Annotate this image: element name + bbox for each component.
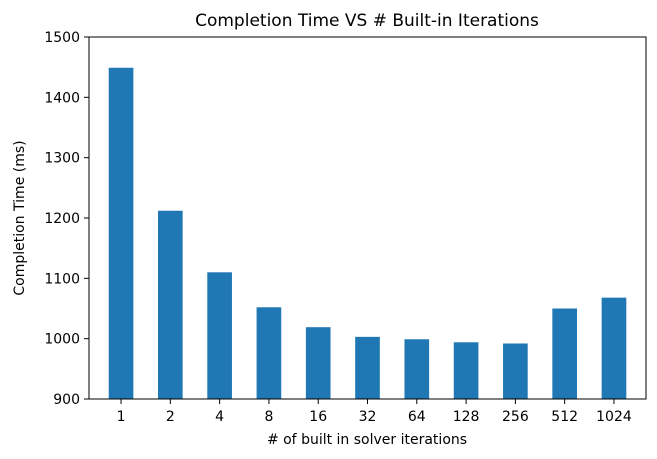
bar-1 xyxy=(108,67,134,400)
x-tick-label: 1 xyxy=(117,409,126,425)
chart-title: Completion Time VS # Built-in Iterations xyxy=(195,11,539,31)
bar-512 xyxy=(552,308,577,399)
bar-64 xyxy=(404,339,430,399)
y-tick-label: 1200 xyxy=(44,211,80,227)
x-tick-label: 128 xyxy=(453,409,480,425)
bar-1024 xyxy=(601,297,627,399)
bar-32 xyxy=(355,336,380,399)
y-tick-label: 1400 xyxy=(44,90,80,106)
bar-4 xyxy=(207,272,232,399)
plot-frame xyxy=(88,36,647,400)
y-tick-label: 1100 xyxy=(44,271,80,287)
bar-16 xyxy=(305,327,331,399)
bar-128 xyxy=(453,342,479,399)
y-tick-label: 1300 xyxy=(44,151,80,167)
y-axis-ticks: 900 1000 1100 1200 1300 1400 1500 xyxy=(44,30,89,408)
x-tick-label: 2 xyxy=(166,409,175,425)
x-tick-label: 512 xyxy=(551,409,578,425)
x-tick-label: 256 xyxy=(502,409,529,425)
x-tick-label: 8 xyxy=(264,409,273,425)
y-tick-label: 900 xyxy=(53,392,80,408)
bar-8 xyxy=(256,307,282,399)
x-tick-label: 16 xyxy=(309,409,327,425)
x-tick-label: 32 xyxy=(359,409,377,425)
bars-group xyxy=(108,67,627,400)
x-tick-label: 64 xyxy=(408,409,426,425)
y-tick-label: 1500 xyxy=(44,30,80,46)
x-tick-label: 1024 xyxy=(596,409,632,425)
bar-2 xyxy=(158,210,183,399)
x-axis-ticks: 1 2 4 8 16 32 64 128 256 512 1024 xyxy=(117,399,632,425)
y-tick-label: 1000 xyxy=(44,332,80,348)
x-axis-label: # of built in solver iterations xyxy=(267,432,467,448)
bar-256 xyxy=(503,343,528,399)
y-axis-label: Completion Time (ms) xyxy=(12,140,28,295)
x-tick-label: 4 xyxy=(215,409,224,425)
axes-frame xyxy=(88,36,647,400)
